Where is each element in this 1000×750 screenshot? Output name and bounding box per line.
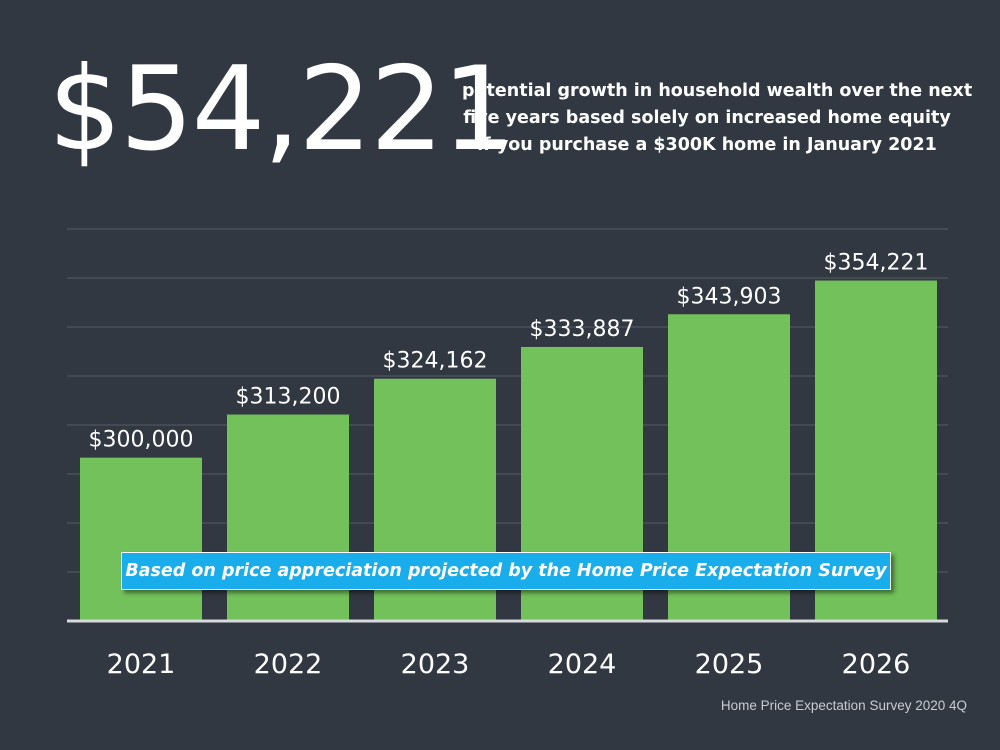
data-labels: $300,000 $313,200 $324,162 $333,887 $343,903… — [89, 251, 929, 453]
source-note: Home Price Expectation Survey 2020 4Q — [720, 698, 967, 713]
x-tick-2023: 2023 — [401, 649, 470, 680]
data-label-2024: $333,887 — [530, 317, 635, 342]
bar-2022 — [227, 414, 349, 621]
data-label-2021: $300,000 — [89, 428, 194, 453]
x-tick-2026: 2026 — [842, 649, 911, 680]
x-tick-2022: 2022 — [254, 649, 323, 680]
headline-description: potential growth in household wealth ove… — [462, 78, 973, 159]
data-label-2022: $313,200 — [236, 385, 341, 410]
x-tick-2024: 2024 — [548, 649, 617, 680]
x-tick-2025: 2025 — [695, 649, 764, 680]
methodology-callout: Based on price appreciation projected by… — [121, 552, 891, 590]
x-tick-labels: 2021 2022 2023 2024 2025 2026 — [107, 649, 911, 680]
data-label-2026: $354,221 — [824, 251, 929, 276]
x-tick-2021: 2021 — [107, 649, 176, 680]
data-label-2023: $324,162 — [383, 349, 488, 374]
headline-amount: $54,221 — [48, 42, 516, 177]
description-line: potential growth in household wealth ove… — [462, 81, 973, 101]
data-label-2025: $343,903 — [677, 284, 782, 309]
description-line: if you purchase a $300K home in January … — [477, 135, 937, 155]
bar-2021 — [80, 457, 202, 621]
description-line: five years based solely on increased hom… — [463, 108, 951, 128]
